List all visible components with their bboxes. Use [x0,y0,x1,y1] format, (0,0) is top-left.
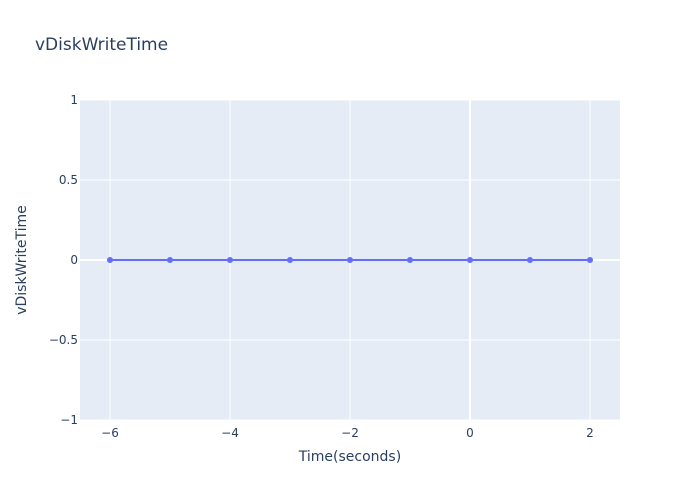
y-tick-label: 1 [70,93,78,107]
y-axis-title: vDiskWriteTime [14,205,30,315]
data-point[interactable] [587,257,593,263]
x-tick-label: −6 [101,426,119,440]
data-point[interactable] [107,257,113,263]
y-axis-ticks: −1 −0.5 0 0.5 1 [49,93,78,427]
x-tick-label: 2 [586,426,594,440]
y-tick-label: −0.5 [49,333,78,347]
x-axis-title: Time(seconds) [298,449,401,465]
x-tick-label: 0 [466,426,474,440]
data-point[interactable] [467,257,473,263]
data-point[interactable] [167,257,173,263]
data-point[interactable] [527,257,533,263]
x-axis-ticks: −6 −4 −2 0 2 [101,426,594,440]
data-point[interactable] [347,257,353,263]
data-point[interactable] [287,257,293,263]
y-tick-label: 0.5 [59,173,78,187]
series-layer [107,257,593,263]
y-tick-label: 0 [70,253,78,267]
data-point[interactable] [227,257,233,263]
chart-title: vDiskWriteTime [35,35,168,55]
data-point[interactable] [407,257,413,263]
x-tick-label: −2 [341,426,359,440]
x-tick-label: −4 [221,426,239,440]
y-tick-label: −1 [60,413,78,427]
